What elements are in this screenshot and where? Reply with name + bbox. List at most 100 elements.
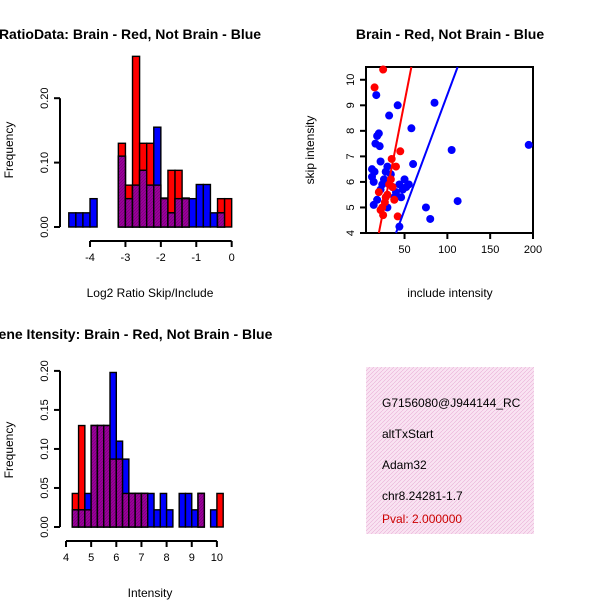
histogram-bar-overlap	[145, 184, 155, 228]
histogram-bar-overlap	[131, 184, 141, 228]
histogram-bar-overlap	[197, 492, 206, 528]
histogram-bar-not-brain	[209, 212, 219, 228]
ratio-histogram-axes: -4 -3 -2 -1 0 0.00 0.10 0.20	[39, 87, 235, 264]
histogram-bar-not-brain	[153, 509, 162, 528]
y-tick-label: 0.10	[39, 438, 51, 459]
scatter-point-not-brain	[430, 98, 439, 107]
histogram-bar-overlap	[117, 155, 127, 228]
y-tick-label: 6	[345, 179, 357, 185]
scatter-point-brain	[390, 195, 399, 204]
histogram-bar-overlap	[134, 492, 143, 528]
scatter-point-not-brain	[409, 160, 418, 169]
histogram-bar-overlap	[138, 169, 148, 228]
histogram-bar-not-brain	[202, 183, 212, 228]
gene-intensity-bars	[71, 371, 224, 528]
scatter-point-not-brain	[397, 193, 406, 202]
scatter-point-not-brain	[524, 140, 533, 149]
y-tick-label: 9	[345, 102, 357, 108]
scatter-point-brain	[396, 147, 405, 156]
ratio-histogram-ylabel: Frequency	[2, 122, 16, 179]
histogram-bar-not-brain	[68, 212, 77, 228]
intensity-scatter-title: Brain - Red, Not Brain - Blue	[356, 26, 544, 42]
x-tick-label: 50	[398, 244, 410, 256]
event-gene: Adam32	[382, 458, 427, 472]
x-tick-label: -1	[191, 252, 201, 264]
scatter-plot-frame	[365, 66, 534, 234]
scatter-point-brain	[374, 188, 383, 197]
event-info-background	[366, 367, 534, 534]
histogram-bar-overlap	[181, 197, 190, 228]
histogram-bar-overlap	[84, 509, 92, 528]
scatter-point-not-brain	[367, 165, 376, 174]
histogram-bar-overlap	[103, 424, 111, 528]
event-info-clip: G7156080@J944144_RC altTxStart Adam32 ch…	[366, 367, 534, 534]
histogram-bar-overlap	[77, 509, 86, 528]
event-info-panel: G7156080@J944144_RC altTxStart Adam32 ch…	[366, 367, 534, 534]
scatter-point-not-brain	[385, 111, 394, 120]
gene-intensity-title: Gene Itensity: Brain - Red, Not Brain - …	[0, 326, 273, 342]
x-tick-label: 7	[138, 552, 144, 564]
scatter-point-not-brain	[421, 203, 430, 212]
histogram-bar-not-brain	[82, 212, 91, 228]
x-tick-label: 0	[229, 252, 235, 264]
histogram-bar-overlap	[124, 197, 134, 228]
scatter-point-not-brain	[373, 195, 382, 204]
y-tick-label: 4	[345, 230, 357, 236]
histogram-bar-overlap	[128, 492, 136, 528]
histogram-bar-not-brain	[178, 492, 187, 528]
y-tick-label: 7	[345, 153, 357, 159]
histogram-bar-not-brain	[147, 492, 155, 528]
gene-intensity-ylabel: Frequency	[2, 422, 16, 479]
y-tick-label: 0.15	[39, 399, 51, 420]
scatter-point-not-brain	[372, 91, 381, 100]
x-tick-label: 9	[189, 552, 195, 564]
y-tick-label: 8	[345, 128, 357, 134]
ratio-histogram-bars	[68, 55, 233, 228]
x-tick-label: -3	[121, 252, 131, 264]
y-tick-label: 0.05	[39, 477, 51, 498]
scatter-point-not-brain	[404, 180, 413, 189]
scatter-point-not-brain	[447, 146, 456, 154]
scatter-point-not-brain	[369, 177, 378, 186]
histogram-bar-not-brain	[184, 492, 193, 528]
gene-intensity-axes: 4 5 6 7 8 9 10 0.00 0.05 0.10 0.15 0.20	[39, 360, 223, 564]
event-pval: Pval: 2.000000	[382, 512, 462, 526]
histogram-bar-not-brain	[75, 212, 84, 228]
scatter-point-not-brain	[379, 175, 388, 184]
histogram-bar-not-brain	[159, 492, 168, 528]
y-tick-label: 0.10	[39, 152, 51, 173]
x-tick-label: 150	[481, 244, 499, 256]
histogram-bar-overlap	[90, 424, 99, 528]
scatter-axes: 50 100 150 200 4 5 6 7 8 9 10	[345, 74, 542, 256]
gene-intensity-xlabel: Intensity	[128, 586, 173, 600]
scatter-point-brain	[388, 183, 397, 192]
scatter-point-brain	[393, 212, 402, 221]
x-tick-label: -2	[156, 252, 166, 264]
histogram-bar-not-brain	[191, 509, 199, 528]
x-tick-label: 8	[164, 552, 170, 564]
scatter-point-not-brain	[426, 214, 435, 223]
histogram-bar-overlap	[115, 458, 124, 528]
fit-line-brain	[377, 66, 413, 234]
y-tick-label: 0.20	[39, 87, 51, 108]
x-tick-label: 5	[88, 552, 94, 564]
event-location: chr8.24281-1.7	[382, 489, 463, 503]
y-tick-label: 0.00	[39, 216, 51, 237]
scatter-point-brain	[379, 65, 388, 74]
ratio-histogram-title: RatioData: Brain - Red, Not Brain - Blue	[0, 26, 261, 42]
x-tick-label: 10	[211, 552, 223, 564]
histogram-bar-overlap	[174, 197, 183, 228]
scatter-point-not-brain	[376, 157, 385, 166]
scatter-point-not-brain	[375, 142, 384, 151]
histogram-bar-brain	[216, 492, 224, 528]
histogram-bar-overlap	[109, 458, 118, 528]
histogram-bar-overlap	[153, 184, 162, 228]
scatter-point-not-brain	[383, 162, 392, 171]
histogram-bar-overlap	[71, 509, 80, 528]
fit-line-not-brain	[395, 66, 459, 234]
y-tick-label: 10	[345, 74, 357, 86]
scatter-point-brain	[370, 83, 379, 92]
intensity-scatter: Brain - Red, Not Brain - Blue 50 100 150 20…	[303, 26, 544, 300]
scatter-point-brain	[391, 162, 400, 171]
